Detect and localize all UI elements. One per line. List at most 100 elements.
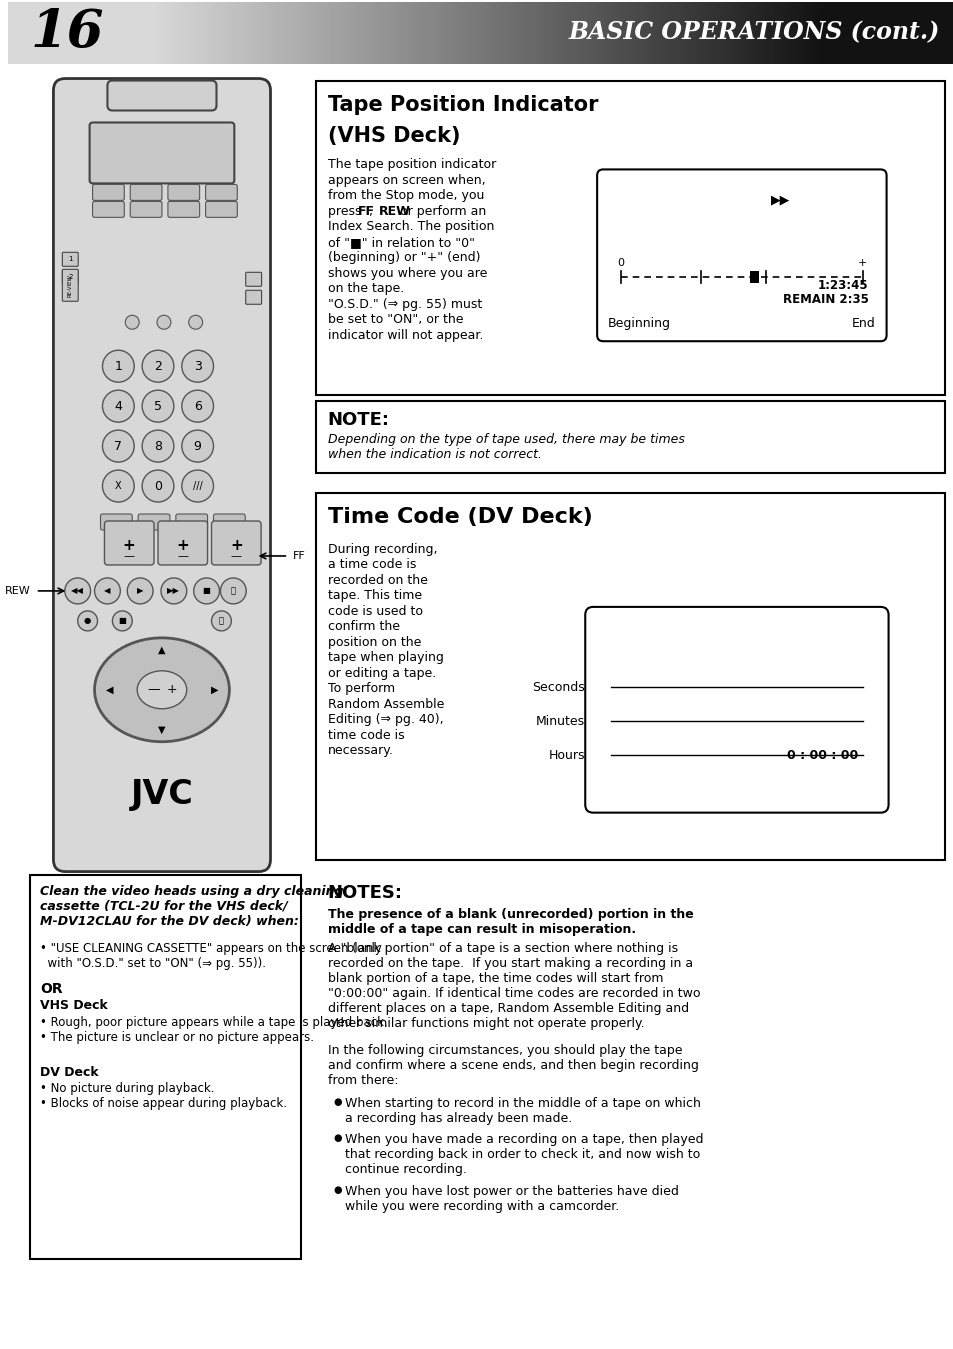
Bar — [698, 1, 701, 63]
Bar — [100, 1, 103, 63]
Bar — [222, 1, 226, 63]
Text: ⏸: ⏸ — [231, 587, 235, 595]
Bar — [603, 1, 607, 63]
Bar — [323, 1, 326, 63]
Circle shape — [220, 577, 246, 604]
FancyBboxPatch shape — [158, 521, 208, 565]
Bar — [386, 1, 390, 63]
Text: ◀: ◀ — [104, 587, 111, 595]
Text: (VHS Deck): (VHS Deck) — [327, 127, 459, 147]
Bar — [390, 1, 393, 63]
Bar — [241, 1, 245, 63]
Bar — [285, 1, 289, 63]
Bar — [181, 1, 185, 63]
Bar — [213, 1, 216, 63]
Bar — [200, 1, 204, 63]
Bar — [55, 1, 59, 63]
Bar — [950, 1, 953, 63]
Bar — [562, 1, 566, 63]
Bar — [685, 1, 688, 63]
Text: Depending on the type of tape used, there may be times
when the indication is no: Depending on the type of tape used, ther… — [327, 433, 683, 461]
FancyBboxPatch shape — [205, 185, 237, 201]
Bar — [395, 1, 398, 63]
Text: appears on screen when,: appears on screen when, — [327, 174, 485, 188]
Bar — [144, 1, 147, 63]
Bar — [260, 1, 263, 63]
Bar — [543, 1, 547, 63]
Text: ▶: ▶ — [137, 587, 143, 595]
Text: ▼: ▼ — [158, 724, 166, 735]
Text: 1: 1 — [114, 360, 122, 372]
Text: time code is: time code is — [327, 728, 404, 742]
Bar — [191, 1, 194, 63]
Bar — [487, 1, 490, 63]
Bar — [188, 1, 191, 63]
Bar — [770, 1, 774, 63]
Text: Beginning: Beginning — [607, 317, 670, 331]
Text: ◀: ◀ — [106, 685, 113, 695]
Text: position on the: position on the — [327, 635, 420, 649]
Bar — [723, 1, 726, 63]
Bar — [598, 1, 600, 63]
Bar — [635, 1, 639, 63]
Text: 6: 6 — [193, 399, 201, 413]
Circle shape — [182, 351, 213, 382]
Bar — [733, 1, 736, 63]
Bar — [695, 1, 698, 63]
Circle shape — [161, 577, 187, 604]
Bar — [651, 1, 654, 63]
Bar — [197, 1, 200, 63]
Text: REMAIN 2:35: REMAIN 2:35 — [782, 293, 868, 306]
Bar — [736, 1, 739, 63]
Text: +: + — [123, 538, 135, 553]
Bar — [909, 1, 912, 63]
Bar — [185, 1, 188, 63]
Circle shape — [102, 469, 134, 502]
Bar — [760, 1, 764, 63]
Circle shape — [142, 469, 173, 502]
Text: —: — — [124, 550, 134, 561]
Bar — [588, 1, 591, 63]
Bar — [163, 1, 166, 63]
Bar — [663, 1, 666, 63]
Bar — [647, 1, 651, 63]
Bar — [764, 1, 767, 63]
Text: When you have made a recording on a tape, then played
that recording back in ord: When you have made a recording on a tape… — [345, 1133, 703, 1176]
Bar — [36, 1, 40, 63]
Bar — [499, 1, 502, 63]
Text: Editing (⇒ pg. 40),: Editing (⇒ pg. 40), — [327, 714, 442, 726]
Circle shape — [182, 469, 213, 502]
Bar — [792, 1, 796, 63]
Bar — [632, 1, 635, 63]
Bar — [641, 1, 644, 63]
Text: +: + — [857, 258, 866, 268]
Bar — [707, 1, 711, 63]
Text: shows you where you are: shows you where you are — [327, 267, 486, 279]
Text: Clean the video heads using a dry cleaning
cassette (TCL-2U for the VHS deck/
M-: Clean the video heads using a dry cleani… — [40, 885, 343, 928]
Bar — [805, 1, 808, 63]
Bar — [569, 1, 572, 63]
Text: of "■" in relation to "0": of "■" in relation to "0" — [327, 236, 474, 248]
Bar — [934, 1, 937, 63]
FancyBboxPatch shape — [212, 521, 261, 565]
Bar — [137, 1, 140, 63]
Text: When you have lost power or the batteries have died
while you were recording wit: When you have lost power or the batterie… — [345, 1184, 679, 1213]
Text: 0: 0 — [153, 479, 162, 492]
Bar — [840, 1, 842, 63]
Bar — [371, 1, 374, 63]
Text: or perform an: or perform an — [395, 205, 486, 219]
Text: confirm the: confirm the — [327, 621, 399, 634]
Text: tape. This time: tape. This time — [327, 590, 421, 603]
Bar — [846, 1, 849, 63]
Bar — [591, 1, 594, 63]
Text: During recording,: During recording, — [327, 544, 436, 556]
Text: 1:23:45: 1:23:45 — [818, 279, 868, 291]
Circle shape — [112, 611, 132, 631]
Circle shape — [77, 611, 97, 631]
Bar — [40, 1, 43, 63]
Text: FF: FF — [357, 205, 375, 219]
Bar — [827, 1, 830, 63]
Circle shape — [142, 390, 173, 422]
Bar — [115, 1, 118, 63]
Bar — [711, 1, 714, 63]
